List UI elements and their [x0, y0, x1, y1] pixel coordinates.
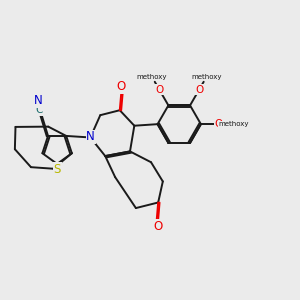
Text: C: C [36, 105, 43, 115]
Text: O: O [155, 85, 164, 95]
Text: methoxy: methoxy [191, 74, 222, 80]
Text: O: O [195, 85, 203, 95]
Text: S: S [53, 163, 61, 176]
Text: methoxy: methoxy [136, 74, 167, 80]
Text: O: O [116, 80, 125, 93]
Text: O: O [153, 220, 162, 233]
Text: O: O [215, 119, 223, 129]
Text: N: N [86, 130, 95, 143]
Text: N: N [34, 94, 43, 107]
Text: methoxy: methoxy [219, 121, 249, 127]
